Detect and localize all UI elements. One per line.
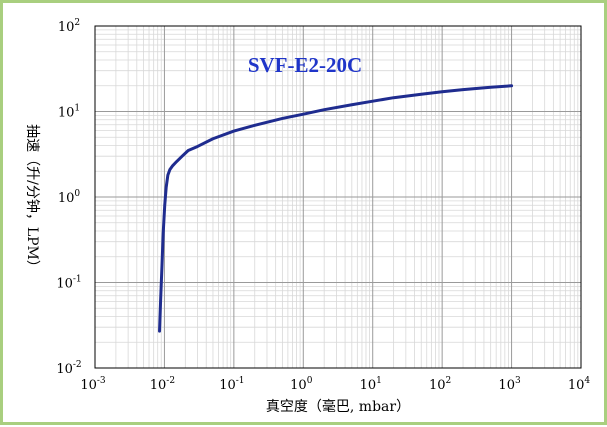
- y-tick-label: 10-2: [56, 360, 81, 377]
- y-tick-label: 100: [58, 189, 81, 206]
- chart: 10-3 10-2 10-1 100 101 102 103 104 10-210-11001…: [24, 18, 590, 415]
- x-tick-label: 104: [568, 376, 591, 393]
- x-tick-label: 10-2: [150, 376, 175, 393]
- series-line: [158, 84, 514, 333]
- x-tick-label: 100: [290, 376, 313, 393]
- y-axis-label: 抽速（升/分钟，LPM）: [24, 124, 41, 274]
- y-tick-label: 10-1: [56, 275, 81, 292]
- major-grid: [95, 26, 581, 368]
- x-tick-label: 103: [498, 376, 521, 393]
- x-tick-label: 10-1: [219, 376, 244, 393]
- x-tick-label: 102: [429, 376, 451, 393]
- x-tick-labels: 10-3 10-2 10-1 100 101 102 103 104: [80, 376, 590, 393]
- plot-border: [94, 25, 582, 369]
- x-tick-label: 10-3: [80, 376, 106, 393]
- x-axis-label: 真空度（毫巴, mbar）: [266, 398, 410, 415]
- y-tick-labels: 10-2 10-1 100 101 102: [56, 18, 81, 377]
- y-tick-label: 101: [58, 104, 80, 121]
- x-tick-label: 101: [360, 376, 382, 393]
- series-layer: [158, 84, 514, 333]
- y-tick-label: 102: [58, 18, 80, 35]
- chart-title: SVF-E2-20C: [248, 53, 362, 77]
